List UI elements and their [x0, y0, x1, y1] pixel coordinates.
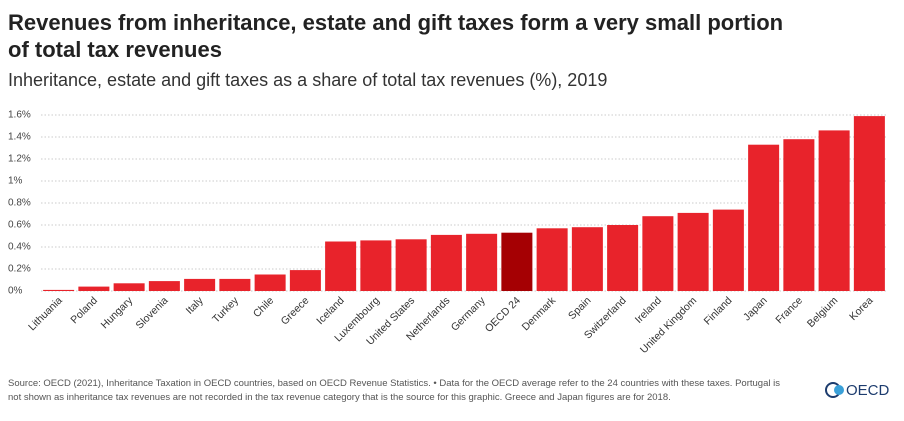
source-note: not shown as inheritance tax revenues ar…: [8, 392, 671, 403]
bar: [219, 278, 251, 291]
x-tick-label: Spain: [566, 295, 594, 323]
x-tick-label: Korea: [847, 295, 875, 323]
y-tick-label: 1.4%: [8, 132, 31, 143]
bar: [254, 274, 286, 291]
x-tick-label: Turkey: [210, 294, 241, 325]
x-tick-label: Slovenia: [134, 295, 171, 332]
x-tick-label: France: [773, 295, 805, 327]
y-tick-label: 1.2%: [8, 154, 31, 165]
bar: [395, 239, 427, 291]
x-tick-label: Ireland: [633, 295, 664, 326]
bar: [571, 227, 603, 291]
y-tick-label: 0.8%: [8, 198, 31, 209]
y-tick-label: 0.6%: [8, 220, 31, 231]
source-note: Source: OECD (2021), Inheritance Taxatio…: [8, 378, 780, 389]
x-tick-label: Finland: [702, 295, 735, 328]
chart-title: Revenues from inheritance, estate and gi…: [8, 10, 783, 35]
x-tick-label: Denmark: [520, 294, 559, 333]
x-tick-label: Italy: [184, 294, 207, 317]
x-tick-label: Japan: [741, 295, 770, 324]
bar: [184, 278, 216, 291]
y-tick-label: 1.6%: [8, 110, 31, 121]
bar: [501, 232, 533, 291]
y-tick-label: 0.4%: [8, 242, 31, 253]
bar: [712, 209, 744, 291]
bar: [289, 270, 321, 291]
x-tick-label: Hungary: [99, 294, 136, 331]
x-tick-label: Poland: [68, 295, 100, 327]
bar: [642, 216, 674, 291]
bar: [677, 212, 709, 291]
bar: [43, 289, 75, 291]
y-tick-label: 0%: [8, 286, 23, 297]
x-tick-label: Greece: [279, 295, 312, 328]
logo-icon: [825, 382, 844, 398]
chart-title: of total tax revenues: [8, 37, 222, 62]
y-tick-label: 0.2%: [8, 264, 31, 275]
bar: [818, 130, 850, 291]
bar: [430, 234, 462, 291]
x-tick-label: Iceland: [314, 295, 347, 328]
bar: [607, 225, 639, 291]
bar: [78, 286, 110, 291]
bar: [113, 283, 145, 291]
chart-subtitle: Inheritance, estate and gift taxes as a …: [8, 70, 607, 90]
bar: [466, 233, 498, 291]
bar: [748, 144, 780, 291]
bar: [536, 228, 568, 291]
y-tick-label: 1%: [8, 176, 23, 187]
x-tick-label: Germany: [449, 294, 489, 334]
bar: [148, 281, 180, 291]
bar: [853, 116, 885, 291]
x-tick-label: Belgium: [805, 294, 840, 329]
x-tick-label: Lithuania: [26, 295, 65, 334]
logo-text: OECD: [846, 382, 890, 399]
bar: [783, 139, 815, 291]
bar: [360, 240, 392, 291]
x-tick-label: OECD 24: [483, 295, 523, 335]
bar: [325, 241, 357, 291]
x-tick-label: Chile: [251, 295, 277, 321]
